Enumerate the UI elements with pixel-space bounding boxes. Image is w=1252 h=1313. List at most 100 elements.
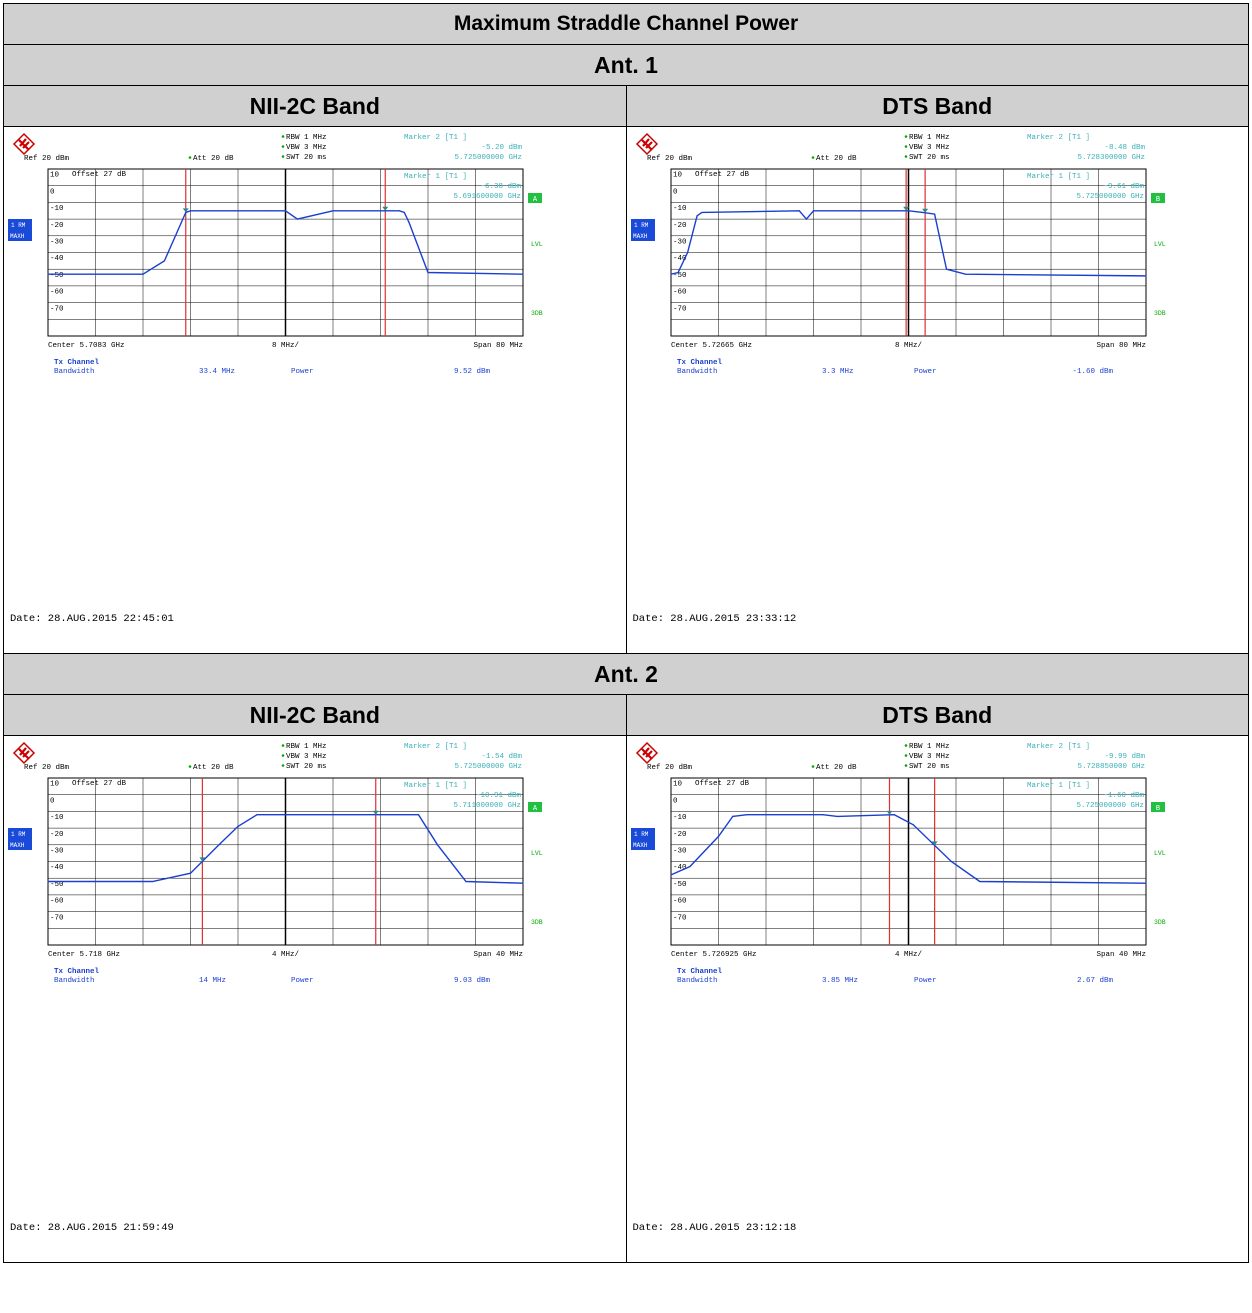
timestamp-label: Date: 28.AUG.2015 23:33:12	[632, 613, 797, 625]
marker-triangle	[886, 810, 892, 815]
marker2-title: Marker 2 [T1 ]	[1027, 743, 1090, 751]
marker-triangle	[921, 208, 928, 213]
lvl-label: LVL	[1154, 241, 1166, 248]
marker1-level: -6.38 dBm	[480, 183, 521, 191]
trace-point	[669, 273, 672, 275]
trace-point	[142, 273, 144, 275]
marker2-freq: 5.725000000 GHz	[454, 763, 522, 771]
per-div-label: 4 MHz/	[272, 951, 300, 959]
timestamp-label: Date: 28.AUG.2015 23:12:18	[632, 1222, 797, 1234]
bandwidth-label: Bandwidth	[677, 368, 718, 376]
spectrum-plot: RBW 1 MHz VBW 3 MHz SWT 20 ms Ref 20 dBm Att…	[627, 736, 1249, 1262]
offset-label: Offset 27 dB	[72, 780, 127, 788]
lvl-label: LVL	[531, 850, 543, 857]
logo-stroke	[640, 747, 653, 760]
tx-channel-label: Tx Channel	[677, 968, 723, 976]
rm-badge	[8, 219, 32, 230]
trace-point	[812, 210, 814, 212]
trace-point	[47, 273, 49, 275]
ant2-band-nii2c-header: NII-2C Band	[3, 694, 627, 736]
y-tick-label: -30	[50, 239, 64, 247]
trace-point	[836, 815, 838, 818]
y-tick-label: 10	[673, 781, 683, 789]
trace-point	[379, 814, 382, 816]
trace-point	[964, 273, 966, 275]
spectrum-svg: RBW 1 MHz VBW 3 MHz SWT 20 ms Ref 20 dBm Att…	[630, 132, 1166, 376]
y-tick-label: -70	[50, 914, 64, 922]
tx-channel-label: Tx Channel	[54, 359, 100, 367]
rm-badge-label: 1 RM	[11, 222, 26, 229]
trace-point	[805, 218, 807, 220]
spectrum-trace	[670, 210, 1146, 277]
marker1-freq: 5.691600000 GHz	[453, 193, 521, 201]
trace-point	[821, 814, 824, 816]
timestamp-label: Date: 28.AUG.2015 22:45:01	[10, 613, 174, 625]
marker1-freq: 5.725000000 GHz	[1076, 802, 1144, 810]
y-tick-label: -20	[673, 831, 687, 839]
marker-triangle	[382, 206, 389, 211]
span-label: Span 80 MHz	[473, 342, 523, 350]
trace-point	[218, 844, 220, 846]
trace-point	[265, 210, 268, 212]
marker1-title: Marker 1 [T1 ]	[1027, 782, 1090, 790]
power-value: 9.52 dBm	[454, 368, 491, 376]
spectrum-plot: RBW 1 MHz VBW 3 MHz SWT 20 ms Ref 20 dBm Att…	[4, 736, 626, 1262]
marker2-title: Marker 2 [T1 ]	[404, 743, 467, 751]
y-tick-label: -70	[673, 305, 687, 313]
trace-point	[296, 218, 298, 220]
trace-point	[700, 211, 702, 214]
att-marker-dot	[188, 765, 192, 768]
rs-logo-icon	[12, 741, 36, 765]
y-tick-label: -10	[50, 814, 64, 822]
marker1-level: -10.91 dBm	[476, 792, 522, 800]
power-label: Power	[291, 368, 314, 376]
lvl-label: LVL	[531, 241, 543, 248]
3db-label: 3DB	[531, 919, 543, 926]
swt-marker-dot	[904, 764, 907, 767]
trace-point	[465, 880, 467, 883]
spectrum-plot: RBW 1 MHz VBW 3 MHz SWT 20 ms Ref 20 dBm Att…	[627, 127, 1249, 653]
bandwidth-label: Bandwidth	[54, 977, 95, 985]
swt-label: SWT 20 ms	[909, 154, 950, 162]
maxh-badge	[8, 839, 32, 850]
maxh-badge-label: MAXH	[10, 233, 25, 240]
span-label: Span 40 MHz	[473, 951, 523, 959]
y-tick-label: -70	[50, 305, 64, 313]
marker1-level: -1.60 dBm	[1103, 792, 1144, 800]
rm-badge	[8, 828, 32, 839]
swt-label: SWT 20 ms	[909, 763, 950, 771]
y-tick-label: -10	[673, 205, 687, 213]
y-tick-label: -20	[673, 222, 687, 230]
maxh-badge	[630, 230, 655, 241]
vbw-marker-dot	[281, 754, 285, 757]
y-tick-label: 0	[673, 797, 678, 805]
y-tick-label: -30	[673, 848, 687, 856]
trace-point	[1144, 275, 1147, 277]
trace-point	[47, 880, 49, 883]
marker-triangle	[902, 206, 909, 211]
maxh-badge-label: MAXH	[10, 842, 25, 849]
maxh-badge-label: MAXH	[633, 842, 648, 849]
att-marker-dot	[811, 156, 814, 159]
ant1-band-dts-header: DTS Band	[625, 85, 1249, 127]
bandwidth-value: 14 MHz	[199, 977, 226, 985]
bandwidth-value: 3.3 MHz	[822, 368, 854, 376]
trace-point	[151, 880, 154, 883]
y-tick-label: -10	[50, 205, 64, 213]
spectrum-svg: RBW 1 MHz VBW 3 MHz SWT 20 ms Ref 20 dBm Att…	[8, 741, 543, 985]
trace-point	[522, 273, 524, 275]
span-label: Span 40 MHz	[1096, 951, 1146, 959]
trace-badge-label: A	[533, 805, 538, 813]
per-div-label: 8 MHz/	[894, 342, 922, 350]
per-div-label: 4 MHz/	[894, 951, 922, 959]
trace-point	[945, 268, 947, 270]
ant2-band-dts-header: DTS Band	[625, 694, 1249, 736]
offset-label: Offset 27 dB	[695, 780, 750, 788]
trace-point	[408, 221, 410, 224]
rm-badge-label: 1 RM	[11, 831, 26, 838]
vbw-marker-dot	[281, 145, 285, 148]
marker1-freq: 5.725000000 GHz	[1076, 193, 1144, 201]
marker-triangle	[199, 857, 206, 862]
power-label: Power	[914, 977, 937, 985]
trace-point	[921, 211, 923, 214]
